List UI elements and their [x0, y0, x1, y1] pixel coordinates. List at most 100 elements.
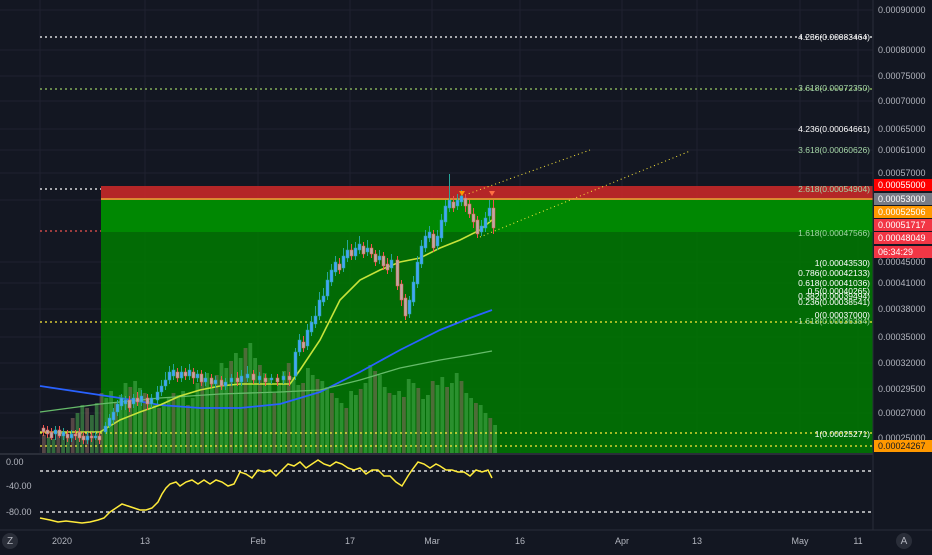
candle-body: [475, 219, 480, 235]
candle-body: [407, 299, 412, 315]
volume-bar: [469, 398, 473, 453]
candle-body: [491, 207, 496, 229]
price-badge: [874, 219, 932, 231]
candle-body: [61, 431, 66, 437]
price-badge-label: 0.00053000: [878, 194, 926, 204]
timezone-button[interactable]: Z: [2, 533, 18, 549]
fib-level-labels: 4.236(0.00083464) 3.618(0.00072350) 4.236(…: [795, 32, 870, 439]
candle-body: [213, 379, 218, 385]
candle-body: [365, 247, 370, 253]
volume-bar: [368, 365, 373, 453]
price-badge-label: 0.00024267: [878, 441, 926, 451]
volume-bar: [94, 403, 99, 453]
volume-bar: [421, 399, 425, 453]
candle-body: [199, 373, 204, 383]
candle-body: [97, 435, 102, 441]
volume-bar: [349, 391, 353, 453]
candle-body: [293, 351, 298, 377]
fib-level-label: 4.236(0.00064661): [798, 124, 870, 134]
candle-body: [53, 429, 58, 435]
candle-body: [431, 233, 436, 249]
candle-body: [373, 253, 378, 263]
time-label: Mar: [424, 536, 440, 546]
volume-bar: [133, 381, 137, 453]
candle-body: [179, 371, 184, 379]
volume-bar: [80, 405, 85, 453]
volume-bar: [118, 395, 123, 453]
candle-body: [349, 249, 354, 257]
candle-body: [175, 371, 180, 379]
pane-separator[interactable]: [0, 453, 873, 455]
candle-body: [297, 339, 302, 353]
candle-body: [389, 259, 394, 269]
price-tick-label: 0.00025000: [878, 433, 926, 443]
auto-scale-button[interactable]: A: [896, 533, 912, 549]
candle-body: [235, 377, 240, 383]
fib-level-label: 2.618(0.00054904): [798, 184, 870, 194]
volume-bar: [46, 437, 51, 453]
volume-bar: [330, 393, 334, 453]
candle-body: [463, 197, 468, 207]
price-tick-label: 0.00041000: [878, 278, 926, 288]
candle-body: [183, 371, 188, 377]
candle-body: [369, 247, 374, 255]
oscillator-pane: [0, 455, 873, 530]
price-tick-label: 0.00080000: [878, 45, 926, 55]
price-badge: [874, 440, 932, 452]
candle-body: [167, 371, 172, 381]
time-label: Feb: [250, 536, 266, 546]
candle-body: [115, 403, 120, 413]
volume-bar: [42, 435, 46, 453]
volume-bar: [392, 395, 397, 453]
candle-body: [131, 397, 136, 405]
price-badge-label: 0.00052506: [878, 207, 926, 217]
candle-body: [263, 377, 268, 383]
volume-bar: [75, 413, 80, 453]
candle-body: [77, 431, 82, 439]
candle-body: [381, 255, 386, 267]
volume-bar: [61, 431, 65, 453]
candle-body: [451, 201, 456, 209]
price-tick-label: 0.00035000: [878, 332, 926, 342]
volume-bar: [138, 388, 142, 453]
candle-body: [333, 261, 338, 273]
candle-body: [423, 235, 428, 249]
volume-bar: [200, 378, 205, 453]
volume-bar: [339, 403, 344, 453]
candle-body: [89, 435, 94, 439]
price-tick-label: 0.00038000: [878, 304, 926, 314]
time-label: 13: [140, 536, 150, 546]
price-badge-label: 06:34:29: [878, 247, 913, 257]
candle-body: [135, 397, 140, 403]
volume-bar: [416, 388, 421, 453]
volume-bar: [402, 397, 406, 453]
volume-bar: [51, 439, 56, 453]
volume-bar: [99, 393, 104, 453]
volume-bar: [171, 393, 176, 453]
volume-bar: [104, 398, 109, 453]
price-tick-label: 0.00061000: [878, 145, 926, 155]
volume-bar: [162, 403, 166, 453]
time-axis[interactable]: [0, 530, 932, 550]
volume-bar: [464, 393, 469, 453]
volume-bar: [66, 438, 70, 453]
candle-body: [93, 435, 98, 439]
volume-bar: [286, 363, 291, 453]
candle-body: [385, 263, 390, 271]
volume-bar: [243, 348, 248, 453]
candle-body: [361, 245, 366, 255]
oscillator-tick-label: 0.00: [6, 457, 24, 467]
candle-body: [419, 245, 424, 265]
volume-bar: [157, 408, 161, 453]
volume-bar: [306, 368, 310, 453]
candle-body: [399, 283, 404, 301]
volume-bar: [229, 361, 233, 453]
oscillator-tick-label: -40.00: [6, 481, 32, 491]
fib-level-label: 0.382(0.00039494): [798, 291, 870, 301]
fib-level-label: 0.786(0.00042133): [798, 268, 870, 278]
candle-body: [325, 279, 330, 297]
volume-bar: [315, 379, 320, 453]
volume-bar: [267, 378, 272, 453]
